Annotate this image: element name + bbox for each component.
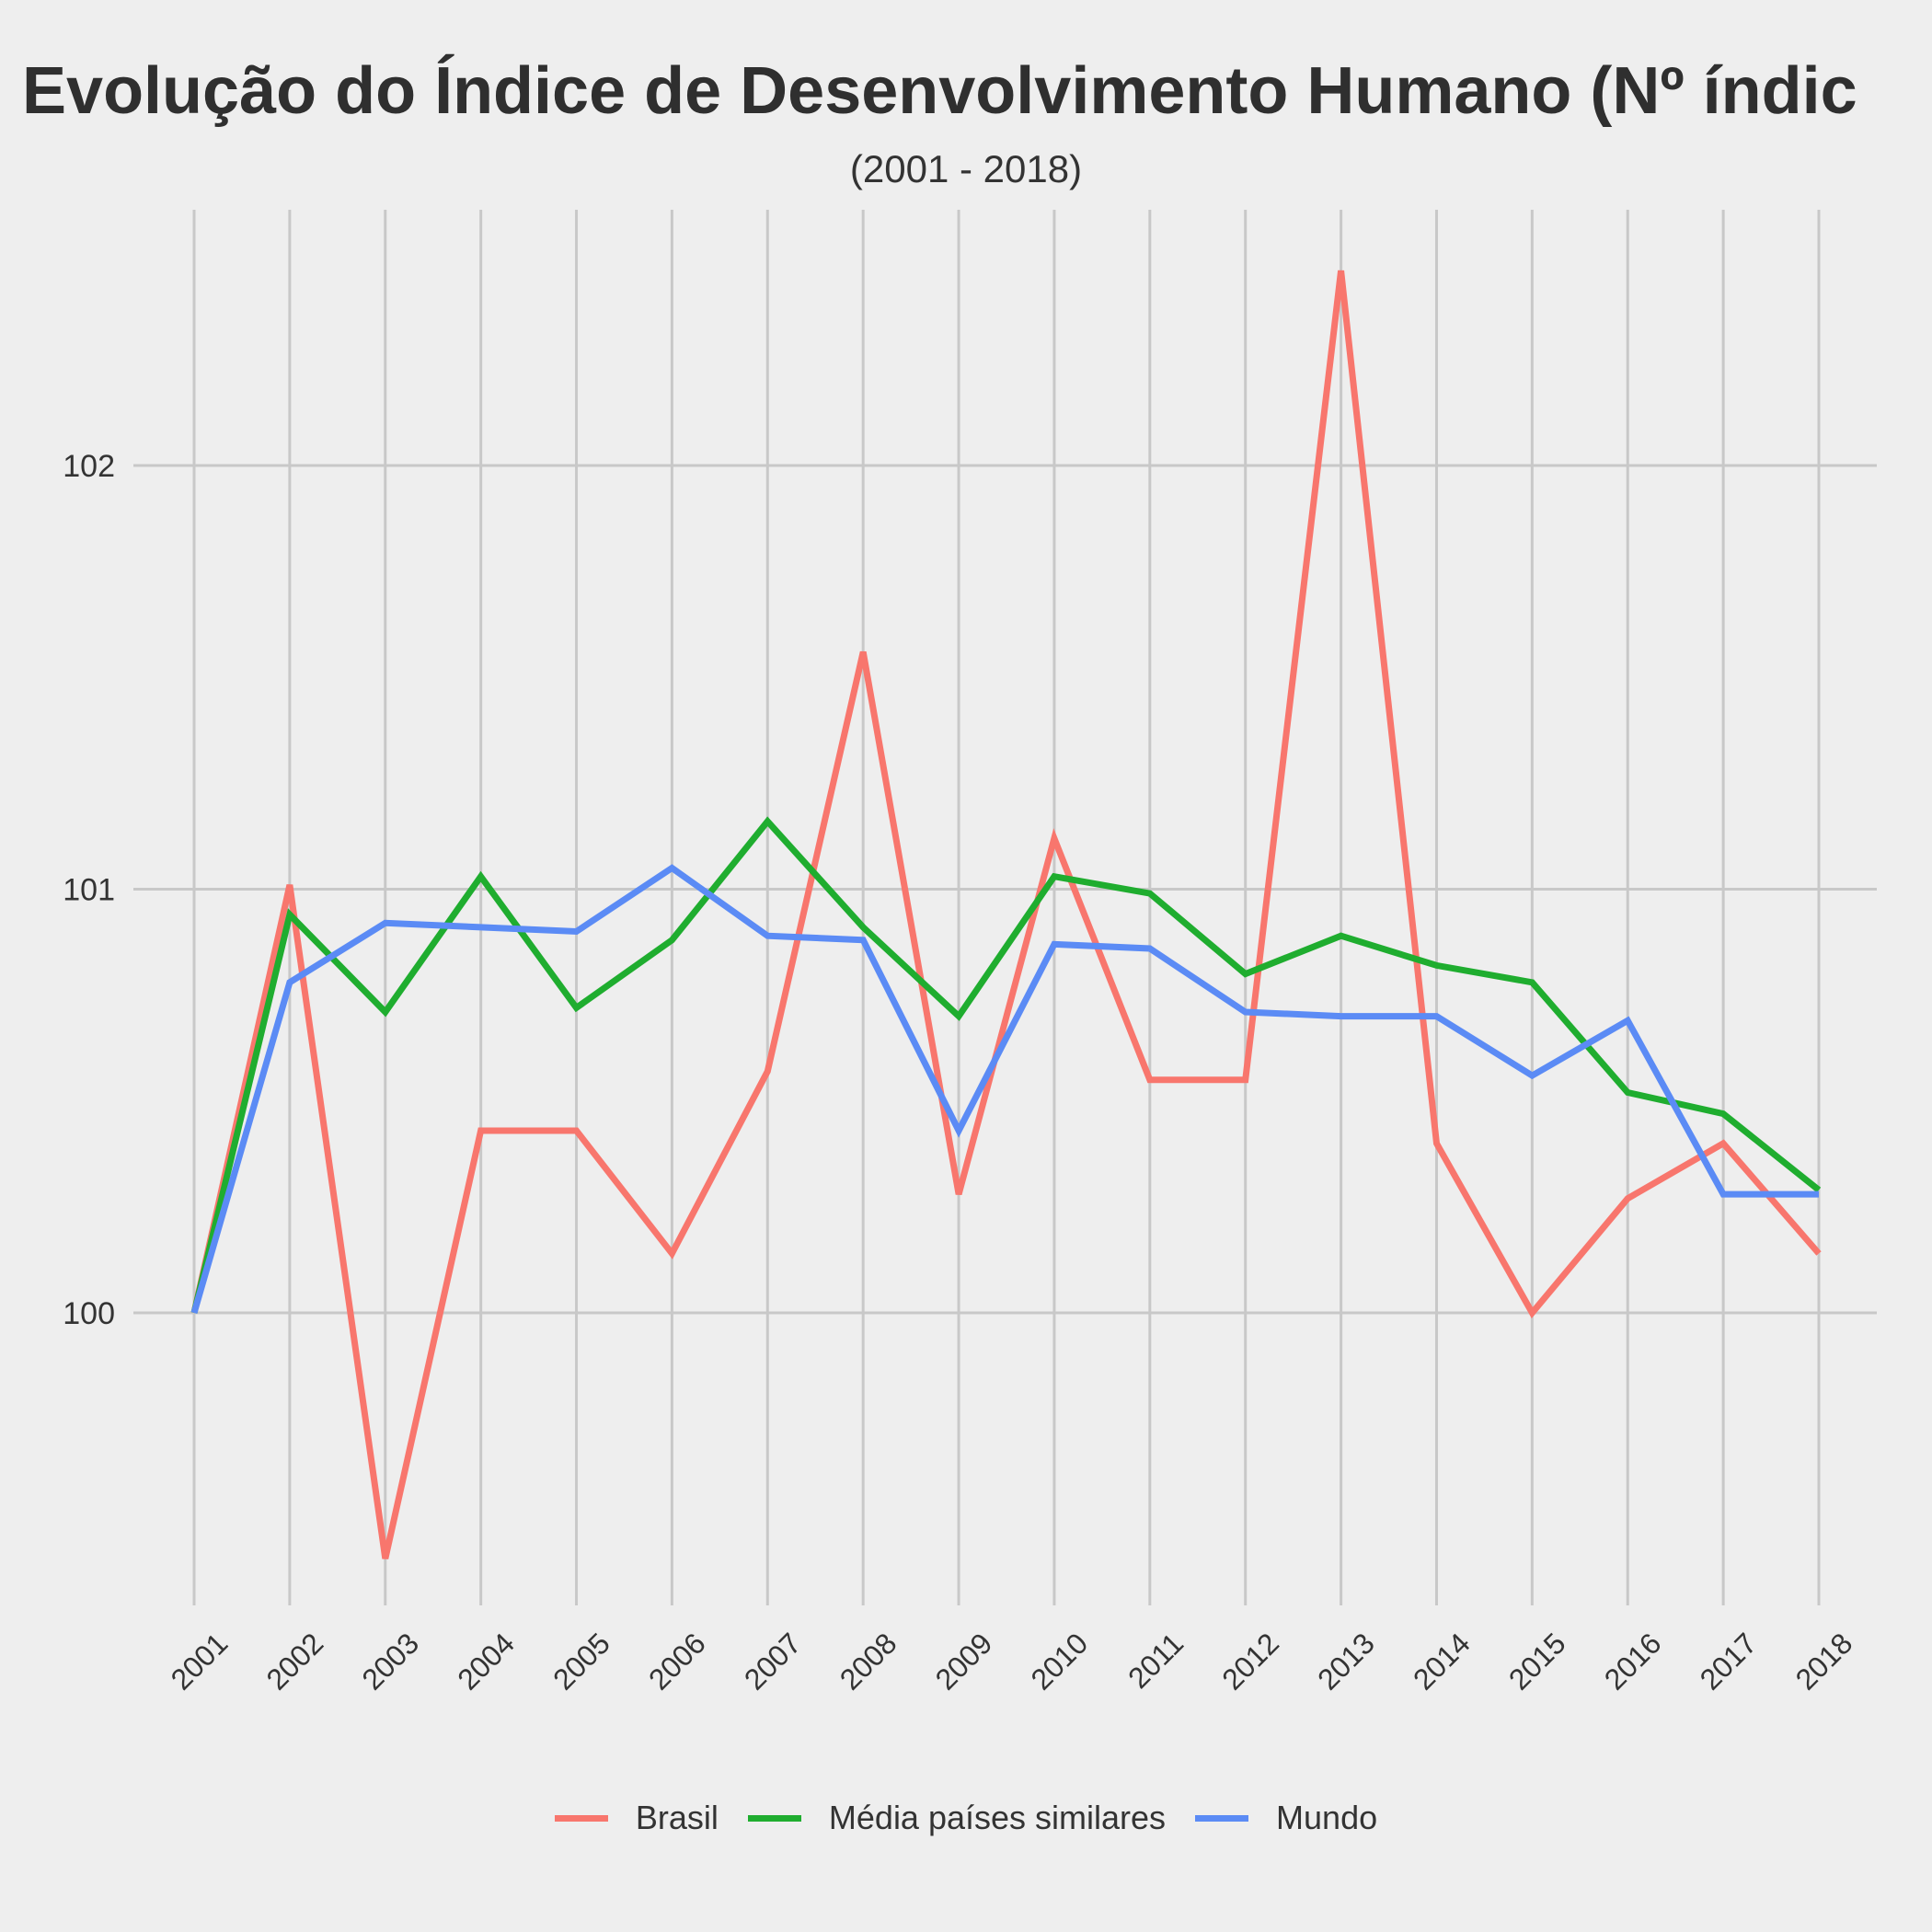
x-tick-label: 2008 — [834, 1627, 903, 1696]
x-tick-label: 2012 — [1215, 1627, 1285, 1696]
x-tick-label: 2015 — [1502, 1627, 1572, 1696]
series-line-1 — [190, 816, 1822, 1314]
legend-item-2: Mundo — [1195, 1799, 1377, 1837]
y-tick-label: 101 — [63, 873, 115, 908]
x-tick-label: 2010 — [1025, 1627, 1095, 1696]
x-tick-label: 2011 — [1121, 1627, 1190, 1695]
x-axis-ticks: 2001 2002 2003 2004 2005 2006 2007 2008 2009 2010… — [165, 1627, 1859, 1696]
x-tick-label: 2007 — [738, 1627, 808, 1696]
y-axis-ticks: 100 101 102 — [63, 449, 115, 1331]
chart-subtitle: (2001 - 2018) — [849, 147, 1083, 190]
x-tick-label: 2001 — [165, 1627, 235, 1696]
x-tick-label: 2013 — [1311, 1627, 1381, 1696]
legend-label: Mundo — [1276, 1799, 1378, 1836]
x-tick-label: 2009 — [929, 1627, 999, 1696]
x-tick-label: 2002 — [259, 1627, 329, 1696]
legend-item-1: Média países similares — [747, 1799, 1167, 1837]
legend-key — [747, 1814, 801, 1822]
chart-title: Evolução do Índice de Desenvolvimento Hu… — [22, 54, 1857, 128]
x-tick-label: 2006 — [642, 1627, 712, 1696]
legend-key — [1195, 1814, 1249, 1822]
x-tick-label: 2004 — [451, 1627, 521, 1696]
legend-key — [554, 1814, 608, 1822]
x-tick-label: 2018 — [1789, 1627, 1859, 1696]
legend-label: Brasil — [635, 1799, 719, 1836]
x-tick-label: 2005 — [546, 1627, 616, 1696]
series-line-0 — [190, 270, 1822, 1559]
x-tick-label: 2014 — [1407, 1627, 1477, 1696]
legend-item-0: Brasil — [554, 1799, 719, 1837]
y-tick-label: 100 — [63, 1296, 115, 1331]
y-tick-label: 102 — [63, 449, 115, 484]
x-tick-label: 2003 — [355, 1627, 425, 1696]
legend-label: Média países similares — [828, 1799, 1167, 1836]
series-lines — [190, 270, 1822, 1559]
x-tick-label: 2017 — [1694, 1627, 1764, 1696]
series-line-2 — [190, 864, 1819, 1314]
legend: Brasil Média países similares Mundo — [0, 1799, 1932, 1837]
gridlines — [133, 210, 1877, 1605]
x-tick-label: 2016 — [1598, 1627, 1668, 1696]
